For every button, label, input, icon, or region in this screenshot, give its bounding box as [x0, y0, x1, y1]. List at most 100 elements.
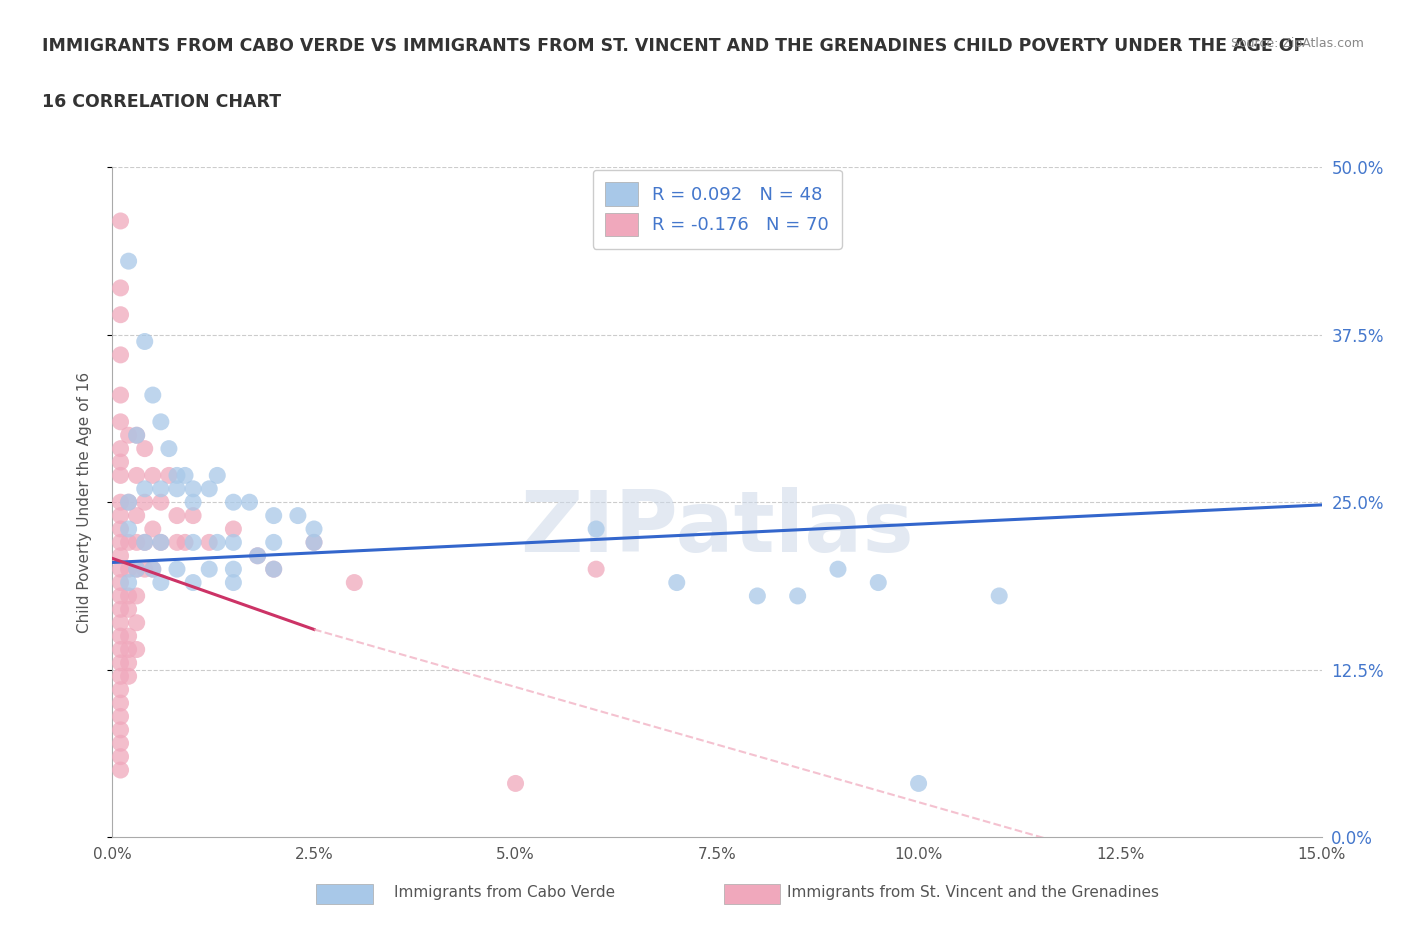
Point [110, 415, 132, 430]
Point [110, 709, 132, 724]
Point [110, 642, 132, 657]
Point [166, 535, 188, 550]
Point [585, 562, 607, 577]
Point [117, 656, 139, 671]
Point [198, 562, 221, 577]
Point [125, 535, 148, 550]
Point [343, 575, 366, 590]
Point [110, 602, 132, 617]
Point [585, 522, 607, 537]
Point [198, 535, 221, 550]
Point [134, 441, 156, 456]
Point [134, 482, 156, 497]
Point [110, 669, 132, 684]
Text: ZIPatlas: ZIPatlas [520, 487, 914, 570]
Point [181, 575, 204, 590]
Point [665, 575, 688, 590]
Point [110, 736, 132, 751]
Point [149, 535, 172, 550]
Point [207, 535, 229, 550]
Point [157, 468, 180, 483]
Point [263, 562, 285, 577]
Point [117, 428, 139, 443]
Point [302, 535, 325, 550]
Point [110, 307, 132, 322]
Point [125, 642, 148, 657]
Point [287, 508, 309, 523]
Point [117, 602, 139, 617]
Point [157, 441, 180, 456]
Point [134, 562, 156, 577]
Point [110, 683, 132, 698]
Point [174, 468, 197, 483]
Point [110, 696, 132, 711]
Point [110, 468, 132, 483]
Point [125, 468, 148, 483]
Point [134, 535, 156, 550]
Point [198, 482, 221, 497]
Point [117, 254, 139, 269]
Point [149, 575, 172, 590]
Y-axis label: Child Poverty Under the Age of 16: Child Poverty Under the Age of 16 [77, 372, 91, 632]
Point [125, 508, 148, 523]
Point [134, 535, 156, 550]
Point [786, 589, 808, 604]
Point [110, 495, 132, 510]
Point [125, 562, 148, 577]
Point [166, 468, 188, 483]
Text: IMMIGRANTS FROM CABO VERDE VS IMMIGRANTS FROM ST. VINCENT AND THE GRENADINES CHI: IMMIGRANTS FROM CABO VERDE VS IMMIGRANTS… [42, 37, 1306, 55]
Point [166, 562, 188, 577]
Point [110, 535, 132, 550]
Point [110, 549, 132, 564]
Point [166, 482, 188, 497]
Point [166, 508, 188, 523]
Point [117, 495, 139, 510]
Point [988, 589, 1011, 604]
Point [110, 388, 132, 403]
Point [134, 495, 156, 510]
Point [246, 549, 269, 564]
Point [222, 575, 245, 590]
Point [125, 428, 148, 443]
Point [117, 669, 139, 684]
Text: 16 CORRELATION CHART: 16 CORRELATION CHART [42, 93, 281, 111]
Point [222, 522, 245, 537]
Point [110, 656, 132, 671]
Point [125, 616, 148, 631]
Legend: R = 0.092   N = 48, R = -0.176   N = 70: R = 0.092 N = 48, R = -0.176 N = 70 [592, 170, 842, 248]
Text: Immigrants from Cabo Verde: Immigrants from Cabo Verde [394, 885, 614, 900]
Point [110, 562, 132, 577]
Point [142, 522, 165, 537]
Point [110, 455, 132, 470]
Point [110, 589, 132, 604]
Point [222, 562, 245, 577]
Point [149, 415, 172, 430]
Point [263, 562, 285, 577]
Point [117, 575, 139, 590]
Point [238, 495, 260, 510]
Point [134, 334, 156, 349]
Point [181, 495, 204, 510]
Point [110, 723, 132, 737]
Text: Immigrants from St. Vincent and the Grenadines: Immigrants from St. Vincent and the Gren… [787, 885, 1160, 900]
Point [110, 214, 132, 229]
Point [181, 535, 204, 550]
Point [117, 642, 139, 657]
Point [181, 508, 204, 523]
Point [302, 522, 325, 537]
Point [110, 348, 132, 363]
Point [142, 468, 165, 483]
Point [110, 629, 132, 644]
Point [246, 549, 269, 564]
Point [110, 763, 132, 777]
Point [149, 495, 172, 510]
Text: Source: ZipAtlas.com: Source: ZipAtlas.com [1230, 37, 1364, 50]
Point [117, 562, 139, 577]
Point [117, 522, 139, 537]
Point [302, 535, 325, 550]
Point [207, 468, 229, 483]
Point [110, 750, 132, 764]
Point [110, 281, 132, 296]
Point [117, 495, 139, 510]
Point [142, 562, 165, 577]
